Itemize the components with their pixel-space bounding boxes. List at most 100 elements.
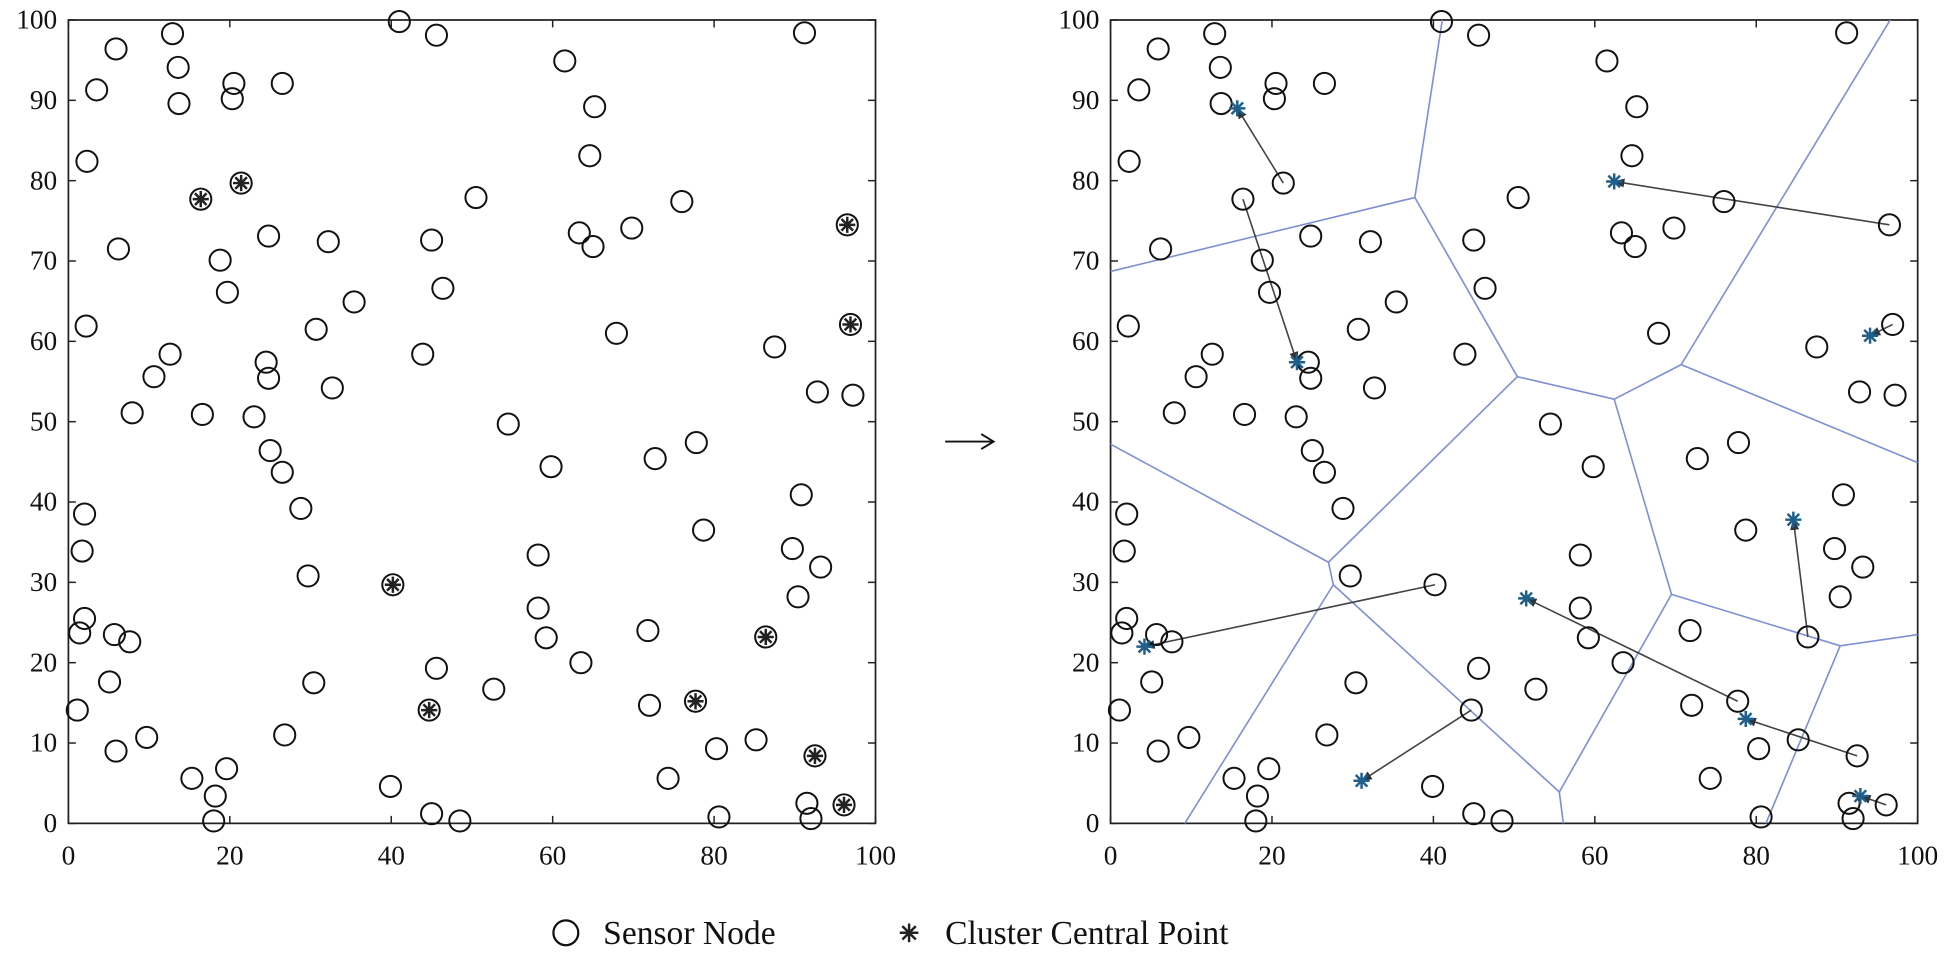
- voronoi-edge: [1110, 443, 1329, 563]
- cluster-central-point: [687, 693, 704, 710]
- sensor-node: [1877, 213, 1901, 237]
- arrow: [1869, 323, 1894, 337]
- sensor-node: [1647, 321, 1671, 345]
- x-tick-label: 60: [539, 840, 566, 870]
- sensor-node: [1245, 784, 1270, 808]
- arrow: [1236, 107, 1284, 184]
- sensor-node: [302, 671, 326, 695]
- sensor-node: [289, 496, 313, 521]
- sensor-node: [158, 342, 182, 366]
- sensor-node: [208, 248, 232, 272]
- sensor-node: [424, 656, 449, 680]
- sensor-node: [189, 187, 213, 211]
- sensor-node: [1845, 744, 1869, 768]
- sensor-node: [604, 321, 628, 345]
- sensor-node: [1162, 401, 1186, 425]
- voronoi-edge: [1184, 584, 1335, 824]
- sensor-node: [1881, 312, 1905, 337]
- voronoi-edge: [1613, 363, 1682, 400]
- sensor-node: [526, 543, 550, 567]
- sensor-node: [1300, 439, 1324, 463]
- sensor-node: [118, 630, 142, 654]
- sensor-node: [190, 402, 214, 427]
- sensor-node: [1726, 430, 1751, 455]
- y-tick-label: 100: [16, 5, 57, 35]
- sensor-node: [1222, 766, 1246, 790]
- sensor-node: [1312, 71, 1337, 96]
- sensor-node: [420, 802, 444, 826]
- sensor-node: [74, 314, 98, 338]
- sensor-node: [1467, 656, 1491, 680]
- voronoi-edge: [1558, 593, 1673, 793]
- sensor-node: [1473, 276, 1497, 300]
- sensor-node: [97, 670, 122, 694]
- sensor-node: [1568, 543, 1592, 567]
- sensor-node: [1149, 237, 1173, 261]
- x-tick-label: 0: [62, 840, 76, 870]
- sensor-node: [1712, 189, 1736, 214]
- sensor-node: [1264, 71, 1288, 96]
- sensor-node: [1749, 805, 1773, 829]
- legend-marker: [899, 923, 919, 943]
- sensor-node: [1144, 623, 1169, 647]
- sensor-node: [1734, 518, 1758, 542]
- sensor-node: [1250, 248, 1274, 272]
- sensor-node: [636, 618, 660, 643]
- voronoi-edge: [1613, 398, 1673, 595]
- y-tick-label: 50: [1072, 406, 1099, 436]
- sensor-node: [792, 21, 817, 45]
- x-tick-label: 100: [1897, 840, 1938, 870]
- sensor-node: [1576, 626, 1600, 650]
- sensor-node: [254, 350, 278, 374]
- sensor-node: [809, 555, 833, 579]
- sensor-node: [744, 728, 768, 752]
- sensor-node: [1841, 806, 1865, 831]
- sensor-node: [420, 228, 444, 252]
- sensor-node: [832, 793, 856, 817]
- voronoi-edge: [1671, 593, 1841, 647]
- x-tick-label: 80: [700, 840, 727, 870]
- sensor-node: [1568, 596, 1592, 620]
- y-tick-label: 20: [30, 647, 57, 677]
- sensor-node: [553, 49, 577, 73]
- sensor-node: [270, 71, 294, 96]
- sensor-node: [1284, 405, 1308, 429]
- arrow: [1360, 709, 1472, 782]
- sensor-node: [583, 95, 607, 119]
- sensor-node: [754, 625, 778, 649]
- sensor-node: [1490, 809, 1514, 833]
- y-tick-label: 40: [30, 487, 57, 517]
- sensor-node: [1107, 698, 1131, 722]
- arrow: [1744, 717, 1858, 757]
- sensor-node: [1346, 317, 1370, 341]
- sensor-node: [534, 626, 558, 650]
- sensor-node: [1160, 630, 1184, 654]
- sensor-node: [805, 380, 829, 404]
- sensor-node: [786, 585, 810, 609]
- voronoi-edge: [1840, 633, 1918, 647]
- sensor-node: [1581, 455, 1605, 479]
- sensor-node: [1257, 280, 1282, 304]
- cluster-central-point: [192, 191, 209, 208]
- sensor-node: [684, 430, 708, 455]
- sensor-node: [120, 401, 144, 425]
- cluster-central-point: [1606, 173, 1623, 190]
- sensor-node: [256, 224, 281, 248]
- y-tick-label: 50: [30, 406, 57, 436]
- sensor-node: [1315, 723, 1339, 747]
- voronoi-edge: [1558, 791, 1565, 824]
- sensor-node: [378, 774, 403, 798]
- voronoi-edge: [1680, 19, 1891, 366]
- voronoi-edge: [1327, 562, 1335, 585]
- sensor-node: [795, 791, 819, 815]
- voronoi-edge: [1327, 376, 1518, 563]
- sensor-node: [1146, 739, 1170, 763]
- sensor-node: [70, 539, 94, 563]
- sensor-node: [1831, 483, 1855, 507]
- sensor-node: [1883, 383, 1907, 407]
- sensor-node: [567, 221, 591, 245]
- sensor-node: [316, 230, 340, 254]
- sensor-node: [1874, 793, 1898, 817]
- y-tick-label: 100: [1058, 5, 1099, 35]
